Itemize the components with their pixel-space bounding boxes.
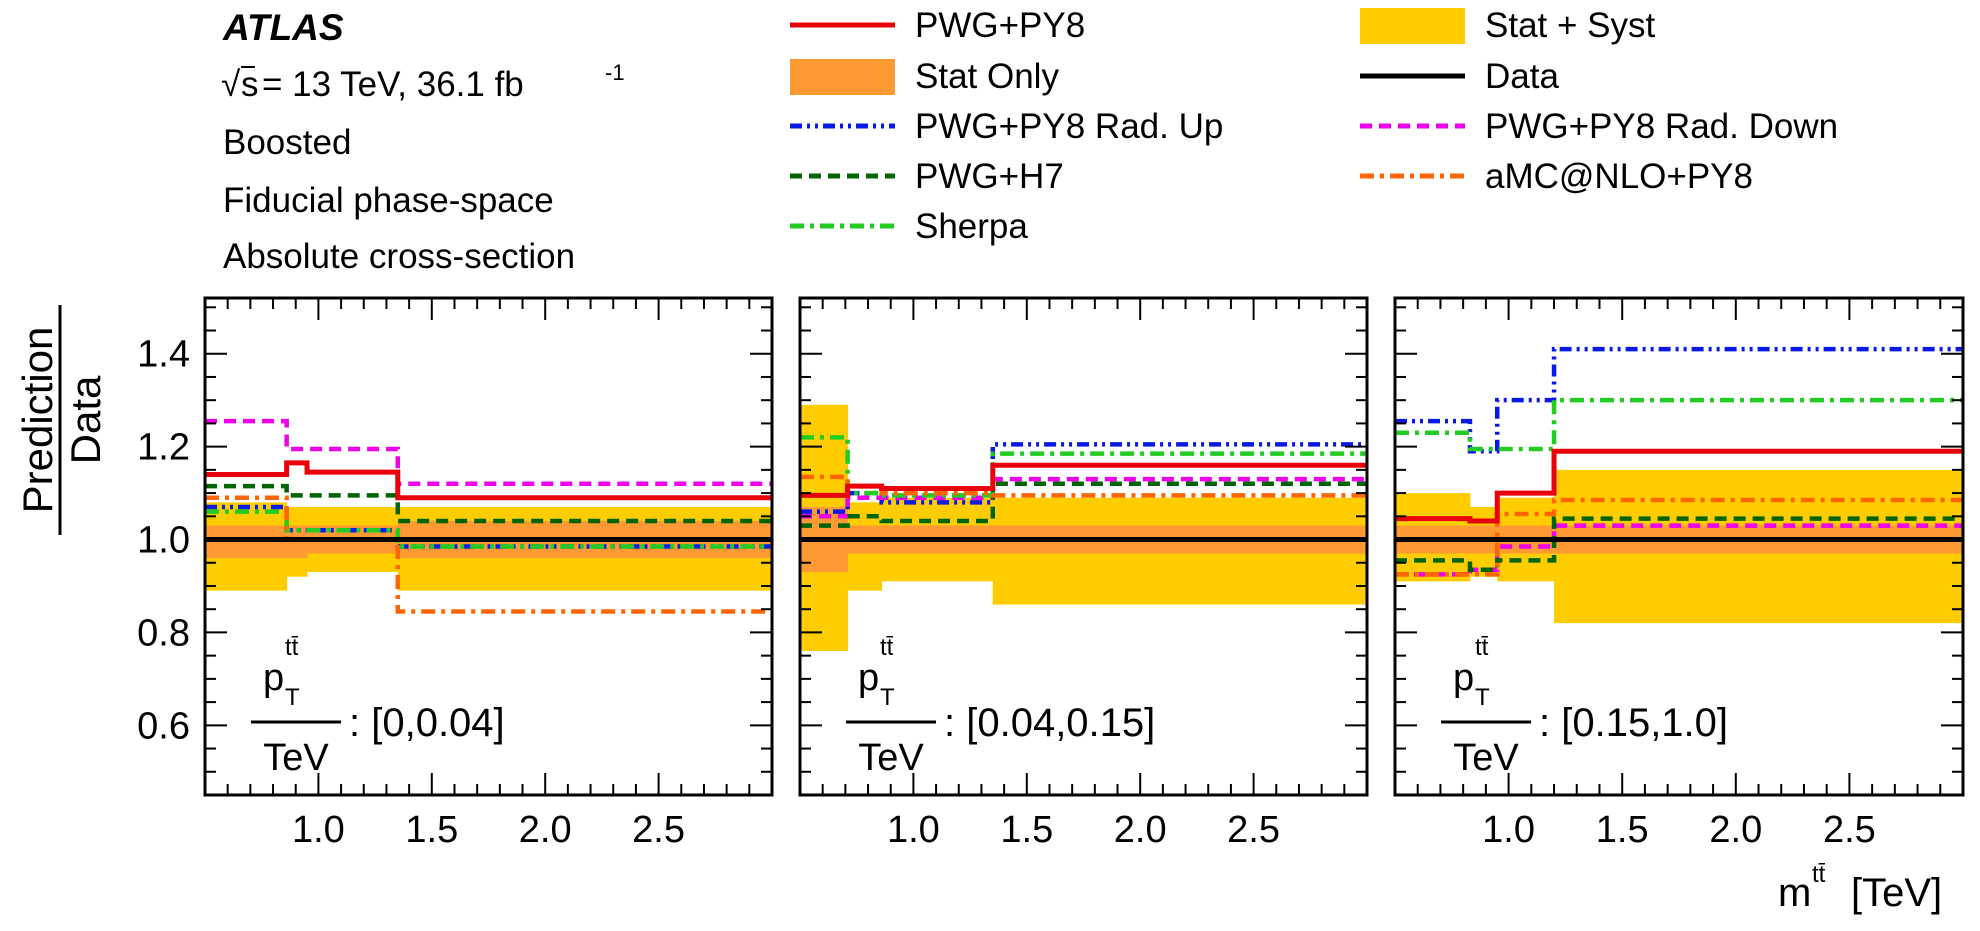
panel-frame (1393, 296, 1965, 797)
legend-label: PWG+PY8 Rad. Down (1485, 107, 1838, 146)
range-text: : [0.04,0.15] (944, 701, 1155, 745)
y-tick-label: 1.4 (137, 334, 190, 376)
x-tick-label: 1.0 (1482, 809, 1535, 851)
legend-item-pwg-py8-rad-down: PWG+PY8 Rad. Down (1360, 107, 1838, 146)
range-var-sub: T (880, 684, 895, 711)
legend-label: Stat Only (915, 57, 1059, 96)
energy-line: √ s = 13 TeV, 36.1 fb -1 (221, 60, 625, 104)
legend-swatch (1360, 8, 1465, 44)
y-tick-label: 0.8 (137, 612, 190, 654)
legend-item-pwg-py8: PWG+PY8 (790, 6, 1085, 45)
y-axis-title-top: Prediction (14, 327, 61, 514)
range-var: p (858, 657, 879, 699)
x-tick-label: 2.5 (632, 809, 685, 851)
x-tick-label: 1.0 (292, 809, 345, 851)
range-var: p (263, 657, 284, 699)
range-unit: TeV (1453, 737, 1519, 779)
x-tick-label: 2.0 (1114, 809, 1167, 851)
ticks (205, 298, 772, 795)
range-var: p (1453, 657, 1474, 699)
energy-exponent: -1 (605, 60, 625, 85)
x-axis-title-unit: [TeV] (1851, 871, 1942, 915)
header-line-2: Fiducial phase-space (223, 181, 554, 220)
range-label: ptt̄ T TeV : [0.04,0.15] (846, 634, 1155, 779)
series-pwg-py8-rad-up (1395, 346, 1963, 454)
legend-item-pwg-h7: PWG+H7 (790, 157, 1064, 196)
series-pwg-py8 (800, 462, 1367, 498)
x-tick-label: 1.5 (405, 809, 458, 851)
panel-frame (203, 296, 774, 797)
plot-area (1395, 346, 1963, 624)
legend-label: PWG+H7 (915, 157, 1064, 196)
legend-item-amc-nlo-py8: aMC@NLO+PY8 (1360, 157, 1753, 196)
series-pwg-py8-rad-up (800, 442, 1367, 514)
ticks (800, 298, 1367, 795)
legend-label: PWG+PY8 (915, 6, 1085, 45)
y-axis-title-bottom: Data (62, 375, 109, 464)
legend-label: Stat + Syst (1485, 6, 1655, 45)
panel-pt-0-0.04: 1.0 1.5 2.0 2.5 0.6 0.8 1.0 1.2 1.4 ptt̄ T TeV : [0,… (137, 296, 774, 851)
range-var-sup: tt̄ (880, 634, 894, 661)
series-pwg-py8-rad-down (205, 418, 772, 487)
x-tick-label: 1.5 (1000, 809, 1053, 851)
legend-item-sherpa: Sherpa (790, 207, 1028, 246)
sqrt-symbol: √ (221, 65, 241, 104)
legend-label: PWG+PY8 Rad. Up (915, 107, 1223, 146)
series-sherpa (1395, 397, 1963, 452)
panel-frame (798, 296, 1369, 797)
range-text: : [0.15,1.0] (1539, 701, 1728, 745)
range-var-sup: tt̄ (285, 634, 299, 661)
x-tick-label: 2.0 (519, 809, 572, 851)
y-tick-label: 0.6 (137, 705, 190, 747)
plot-area (800, 404, 1367, 652)
legend-item-data: Data (1360, 57, 1559, 96)
legend-label: Sherpa (915, 207, 1028, 246)
series-pwg-py8 (1395, 448, 1963, 524)
legend-swatch (790, 59, 895, 95)
experiment-label: ATLAS (222, 7, 344, 48)
energy-text: = 13 TeV, 36.1 fb (262, 65, 524, 104)
x-tick-label: 2.5 (1227, 809, 1280, 851)
range-var-sup: tt̄ (1475, 634, 1489, 661)
series-pwg-h7 (205, 483, 772, 524)
range-label: ptt̄ T TeV : [0,0.04] (251, 634, 505, 779)
x-tick-label: 1.0 (887, 809, 940, 851)
x-axis-title: m tt̄ [TeV] (1778, 861, 1942, 915)
range-unit: TeV (858, 737, 924, 779)
panel-pt-0.04-0.15: 1.0 1.5 2.0 2.5 ptt̄ T TeV : [0.04,0.15] (798, 296, 1369, 851)
header-line-3: Absolute cross-section (223, 237, 575, 276)
panel-pt-0.15-1.0: 1.0 1.5 2.0 2.5 ptt̄ T TeV : [0.15,1.0] (1393, 296, 1965, 851)
range-var-sub: T (1475, 684, 1490, 711)
x-axis-title-sup: tt̄ (1812, 861, 1826, 888)
legend-label: aMC@NLO+PY8 (1485, 157, 1753, 196)
range-label: ptt̄ T TeV : [0.15,1.0] (1441, 634, 1728, 779)
header-line-1: Boosted (223, 123, 351, 162)
range-text: : [0,0.04] (349, 701, 505, 745)
legend-item-pwg-py8-rad-up: PWG+PY8 Rad. Up (790, 107, 1223, 146)
y-tick-label: 1.0 (137, 520, 190, 562)
x-tick-label: 2.0 (1709, 809, 1762, 851)
series-pwg-py8-rad-down (1395, 523, 1963, 577)
legend: PWG+PY8 Stat Only PWG+PY8 Rad. Up PWG+H7 She… (790, 6, 1838, 246)
x-tick-label: 1.5 (1596, 809, 1649, 851)
plot-area (205, 418, 772, 614)
series-amc-nlo-py8 (800, 474, 1367, 498)
ticks (1395, 298, 1963, 795)
range-unit: TeV (263, 737, 329, 779)
range-var-sub: T (285, 684, 300, 711)
series-pwg-py8 (205, 460, 772, 501)
y-tick-label: 1.2 (137, 427, 190, 469)
x-axis-title-m: m (1778, 871, 1811, 915)
y-axis-title: Prediction Data (14, 305, 109, 535)
x-tick-label: 2.5 (1823, 809, 1876, 851)
legend-label: Data (1485, 57, 1559, 96)
legend-item-stat-syst: Stat + Syst (1360, 6, 1655, 45)
energy-s: s (241, 65, 259, 104)
legend-item-stat-only: Stat Only (790, 57, 1059, 96)
